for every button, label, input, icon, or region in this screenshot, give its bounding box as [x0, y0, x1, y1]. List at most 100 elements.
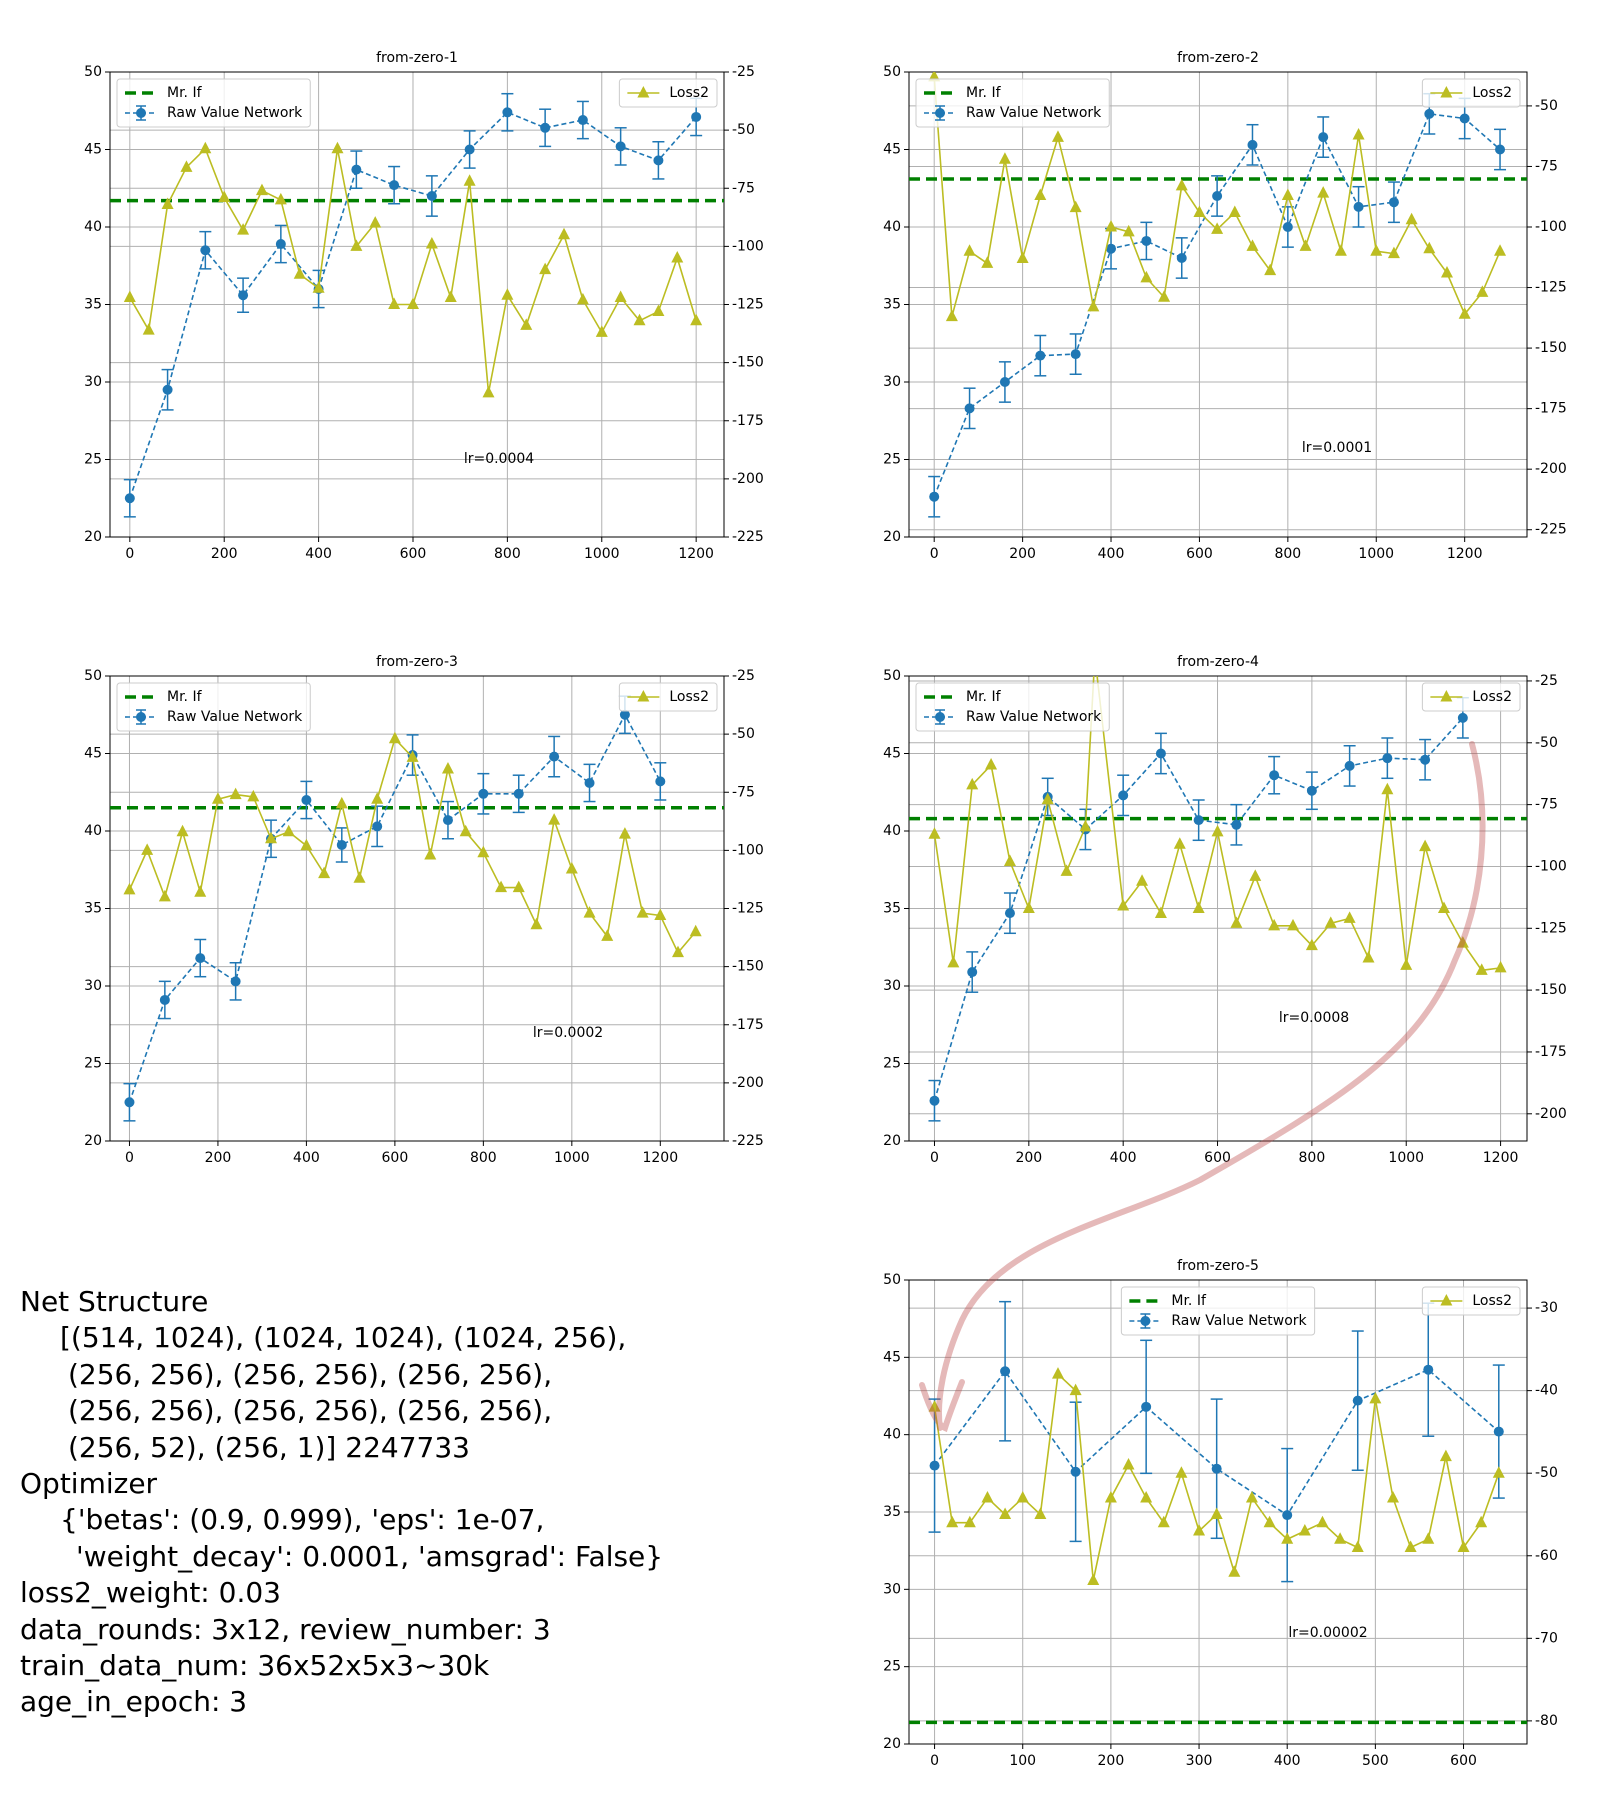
y2-tick-label: -75: [732, 180, 755, 196]
legend: Loss2: [1421, 78, 1521, 108]
legend: Loss2: [618, 78, 718, 108]
annotation: lr=0.0004: [464, 451, 534, 467]
y-tick-label: 20: [883, 1736, 901, 1752]
point: [1192, 901, 1205, 913]
point: [1475, 963, 1488, 975]
point: [1140, 270, 1153, 283]
point: [1352, 1395, 1363, 1406]
point: [1051, 1367, 1064, 1379]
point: [1381, 782, 1394, 795]
point: [1141, 1401, 1152, 1412]
x-tick-label: 200: [1098, 1753, 1125, 1769]
point: [1458, 307, 1471, 319]
plot-frame: [908, 675, 1528, 1142]
chart-title: from-zero-4: [1177, 654, 1259, 670]
point: [595, 325, 608, 337]
point: [444, 290, 457, 303]
point: [200, 245, 211, 256]
legend-label: Loss2: [1472, 1293, 1512, 1309]
annotation: lr=0.0008: [1279, 1010, 1349, 1026]
x-tick-label: 500: [1362, 1753, 1389, 1769]
y2-tick-label: -100: [732, 238, 764, 254]
point: [1459, 113, 1470, 124]
point: [1230, 916, 1243, 928]
y-tick-label: 40: [883, 1427, 901, 1443]
point: [247, 789, 260, 802]
x-tick-label: 800: [1299, 1150, 1326, 1166]
point: [540, 122, 551, 133]
point: [619, 709, 630, 720]
y2-tick-label: -100: [732, 842, 764, 858]
point: [441, 762, 454, 774]
point: [180, 160, 193, 172]
x-tick-label: 600: [400, 546, 427, 562]
point: [530, 917, 543, 930]
point: [301, 795, 312, 805]
y2-tick-label: -70: [1535, 1630, 1558, 1646]
point: [371, 792, 384, 804]
point: [176, 824, 189, 837]
legend-label: Mr. If: [966, 689, 1002, 705]
point: [1173, 837, 1186, 849]
point: [1382, 753, 1393, 764]
point: [1423, 241, 1436, 254]
legend-handle: [637, 690, 650, 702]
y2-tick-label: -75: [732, 784, 755, 800]
point: [1420, 754, 1431, 765]
point: [1016, 1490, 1029, 1503]
point: [1493, 1426, 1504, 1437]
point: [162, 384, 173, 395]
point: [1034, 1507, 1047, 1519]
point: [1140, 1490, 1153, 1503]
y2-tick-label: -100: [1535, 219, 1567, 235]
point: [1343, 911, 1356, 923]
point: [655, 776, 666, 787]
point: [1298, 1523, 1311, 1536]
legend: Mr. If Raw Value Network: [116, 682, 311, 732]
point: [1060, 864, 1073, 876]
y2-tick-label: -200: [1535, 461, 1567, 477]
point: [1228, 205, 1241, 217]
point: [1141, 235, 1152, 246]
point: [1352, 127, 1365, 140]
x-tick-label: 200: [1009, 546, 1036, 562]
y-tick-label: 50: [883, 668, 901, 684]
point: [300, 838, 313, 851]
point: [1157, 1515, 1170, 1528]
legend-box: [1120, 1286, 1316, 1336]
point: [1211, 1463, 1222, 1474]
series-layer: [110, 92, 724, 518]
y2-tick-label: -175: [1535, 1044, 1567, 1060]
text-line: data_rounds: 3x12, review_number: 3: [20, 1612, 551, 1646]
y2-tick-label: -200: [732, 471, 764, 487]
y2-tick-label: -50: [732, 726, 755, 742]
point: [406, 750, 419, 762]
y-tick-label: 30: [883, 374, 901, 390]
point: [1344, 760, 1355, 771]
point: [351, 164, 362, 175]
point: [565, 861, 578, 874]
text-line: Optimizer: [20, 1467, 158, 1501]
x-tick-label: 400: [1098, 546, 1125, 562]
legend-label: Raw Value Network: [167, 709, 303, 725]
point: [1155, 748, 1166, 759]
point: [1457, 712, 1468, 723]
y2-tick-label: -25: [732, 64, 755, 80]
y2-tick-label: -125: [1535, 280, 1567, 296]
y-tick-label: 25: [883, 452, 901, 468]
point: [1424, 108, 1435, 119]
point: [1316, 1515, 1329, 1528]
y-tick-label: 30: [883, 1581, 901, 1597]
point: [501, 288, 514, 300]
y-tick-label: 50: [84, 668, 102, 684]
series-line: [129, 111, 697, 499]
y-tick-label: 35: [883, 901, 901, 917]
legend-box: [618, 78, 718, 108]
y2-tick-label: -200: [1535, 1106, 1567, 1122]
point: [1249, 869, 1262, 881]
chart-title: from-zero-2: [1177, 50, 1259, 66]
point: [1122, 224, 1135, 237]
point: [946, 1515, 959, 1528]
point: [1387, 246, 1400, 259]
x-tick-label: 1000: [1358, 546, 1394, 562]
